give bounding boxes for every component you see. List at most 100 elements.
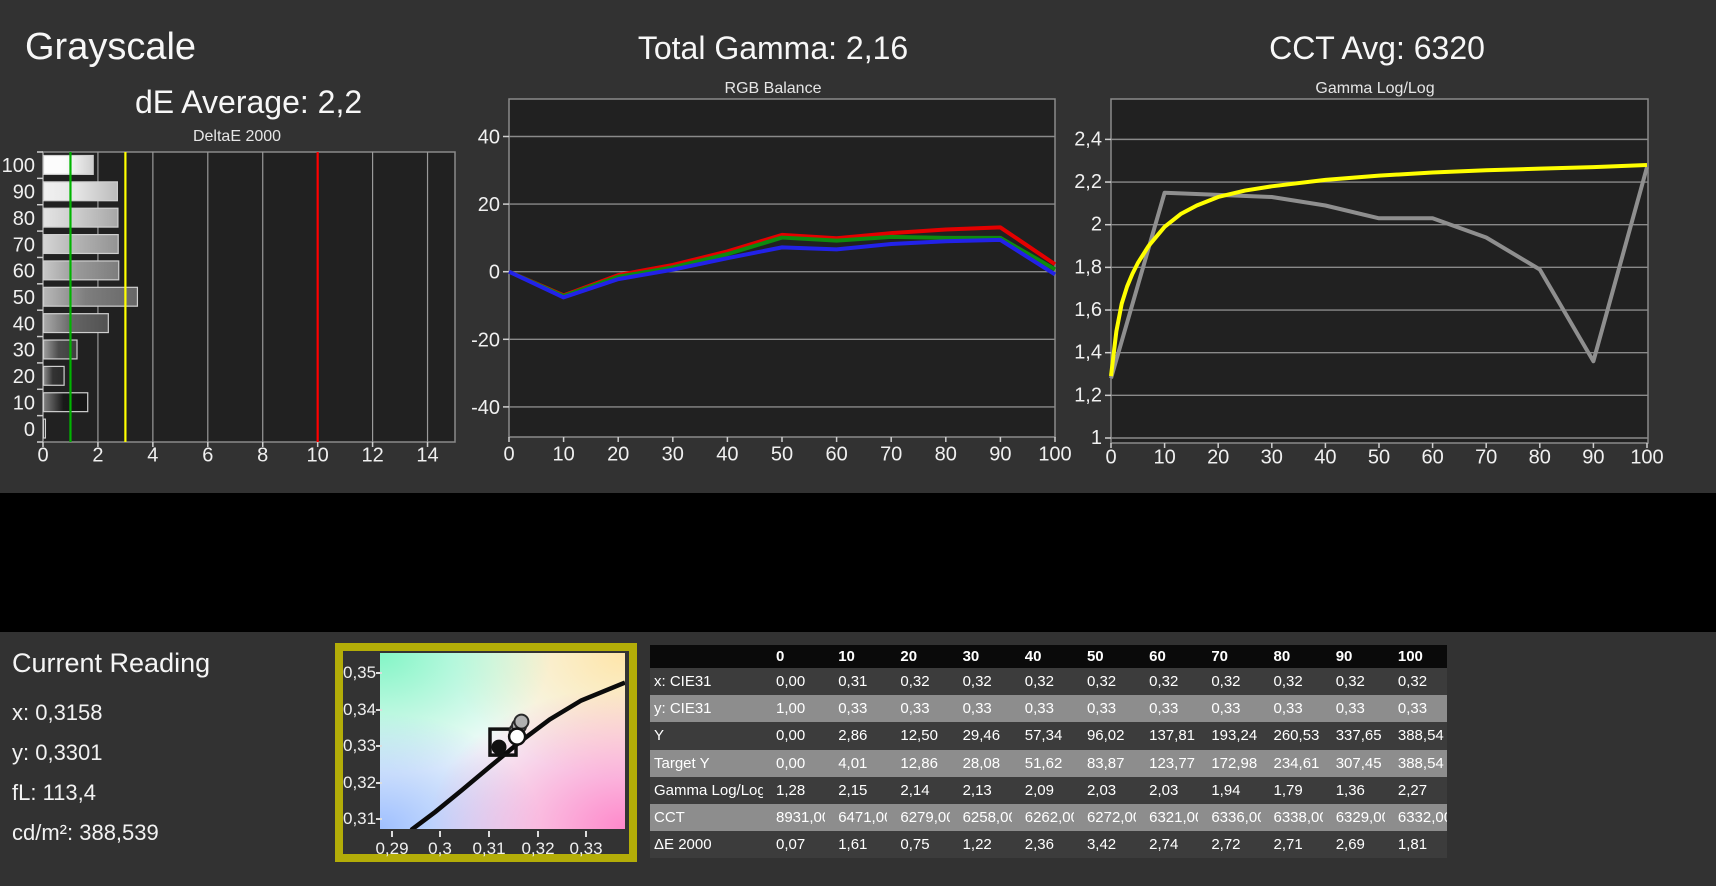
svg-text:90: 90	[989, 444, 1011, 466]
deltae-bar-0	[42, 418, 47, 439]
svg-text:70: 70	[13, 234, 35, 256]
table-cell: 0,33	[900, 700, 930, 718]
table-cell: 1,79	[1273, 781, 1303, 799]
svg-text:30: 30	[1261, 447, 1283, 469]
table-row-cct: CCT 8931,00 6471,00 6279,00 6258,00 6262,00 62…	[650, 803, 1448, 832]
current-reading-x: x: 0,3158	[12, 700, 103, 725]
svg-text:60: 60	[825, 444, 847, 466]
rgb-balance-line-blue	[508, 237, 1057, 300]
table-header-cell: 70	[1211, 648, 1228, 665]
table-cell: 2,72	[1211, 836, 1241, 854]
table-cell: 6279,00	[900, 808, 950, 826]
gamma-line-reference	[1109, 162, 1648, 377]
table-header-cell: 40	[1024, 648, 1042, 665]
table-cell: 6332,00	[1397, 808, 1448, 826]
svg-text:30: 30	[13, 340, 35, 362]
deltae-bar-60	[42, 260, 120, 281]
svg-text:20: 20	[1207, 447, 1229, 469]
table-cell: 2,27	[1397, 781, 1428, 799]
table-cell: 1,00	[776, 700, 806, 718]
table-header-cell	[650, 645, 763, 668]
svg-text:8: 8	[257, 445, 268, 467]
table-header-cell: 50	[1086, 648, 1104, 665]
table-cell: 123,77	[1149, 754, 1196, 772]
svg-text:60: 60	[1421, 447, 1443, 469]
svg-text:90: 90	[13, 182, 35, 204]
table-cell: 0,32	[900, 673, 930, 690]
svg-text:2,4: 2,4	[1074, 128, 1102, 150]
svg-text:10: 10	[1153, 447, 1175, 469]
svg-text:10: 10	[307, 445, 329, 467]
svg-text:50: 50	[1368, 447, 1390, 469]
table-cell: 8931,00	[776, 808, 826, 826]
svg-text:10: 10	[552, 444, 574, 466]
cie-gradient-plot	[380, 653, 625, 829]
current-reading-fl: fL: 113,4	[12, 780, 96, 805]
svg-text:20: 20	[13, 366, 35, 388]
table-cell: 2,15	[838, 781, 868, 799]
table-cell: 6272,00	[1086, 808, 1137, 826]
deltae-bar-70	[42, 233, 119, 255]
table-cell: 2,03	[1086, 781, 1117, 799]
table-row-label: Target Y	[654, 754, 710, 772]
gamma-line-measured	[1109, 166, 1649, 379]
table-cell: 2,13	[962, 781, 992, 799]
table-cell: 12,86	[900, 754, 938, 772]
table-row-label: Gamma Log/Log	[654, 781, 763, 799]
rgb-balance-chart-title: RGB Balance	[724, 80, 822, 97]
table-cell: 0,33	[1086, 700, 1117, 718]
cie-chromaticity-panel[interactable]: 0,35 0,34 0,33 0,32 0,31 0,29 0,3 0,31 0,32 0,33	[335, 643, 637, 862]
table-row-y-cie31: y: CIE31 1,00 0,33 0,33 0,33 0,33 0,33 0,33 0,33…	[650, 695, 1448, 723]
svg-text:40: 40	[478, 127, 500, 149]
cie-x-tick: 0,33	[569, 839, 603, 858]
svg-text:1,2: 1,2	[1074, 384, 1102, 406]
table-cell: 0,32	[962, 673, 992, 690]
svg-text:40: 40	[716, 444, 738, 466]
table-cell: 6338,00	[1273, 808, 1323, 826]
table-cell: 0,33	[1211, 700, 1241, 718]
table-cell: 0,32	[1335, 673, 1365, 690]
table-cell: 1,61	[838, 836, 868, 854]
svg-text:0: 0	[1105, 447, 1116, 469]
table-cell: 0,32	[1211, 673, 1241, 690]
svg-text:1,8: 1,8	[1074, 256, 1102, 278]
cct-avg-value: CCT Avg: 6320	[1269, 30, 1485, 66]
table-cell: 388,54	[1397, 727, 1444, 745]
deltae-bar-30	[42, 339, 78, 360]
svg-text:10: 10	[13, 392, 35, 414]
table-cell: 0,75	[900, 836, 930, 854]
table-cell: 1,28	[776, 781, 806, 799]
svg-text:80: 80	[13, 208, 35, 230]
table-cell: 0,07	[776, 836, 806, 854]
table-header-cell: 0	[776, 648, 785, 665]
gamma-chart-title: Gamma Log/Log	[1315, 80, 1435, 97]
svg-text:2,2: 2,2	[1074, 171, 1102, 193]
cie-y-tick: 0,31	[343, 809, 377, 828]
table-cell: 337,65	[1335, 727, 1382, 745]
table-cell: 0,32	[1397, 673, 1428, 690]
svg-text:0: 0	[503, 444, 514, 466]
table-cell: 0,33	[1024, 700, 1054, 718]
table-row-label: x: CIE31	[654, 673, 712, 690]
table-cell: 6321,00	[1149, 808, 1199, 826]
cie-y-tick: 0,34	[343, 700, 377, 719]
svg-text:60: 60	[13, 261, 35, 283]
table-header-cell: 10	[838, 648, 855, 665]
table-cell: 28,08	[962, 754, 1001, 772]
table-header-cell: 90	[1335, 648, 1353, 665]
cie-x-tick: 0,31	[472, 839, 506, 858]
table-row--e-2000: ΔE 2000 0,07 1,61 0,75 1,22 2,36 3,42 2,74 2,72 2…	[650, 831, 1448, 859]
table-cell: 3,42	[1086, 836, 1117, 854]
table-cell: 260,53	[1273, 727, 1320, 745]
table-cell: 0,33	[838, 700, 868, 718]
deltae-bar-40	[42, 313, 109, 334]
table-cell: 6258,00	[962, 808, 1012, 826]
table-cell: 2,71	[1273, 836, 1303, 854]
table-cell: 4,01	[838, 754, 868, 772]
table-cell: 2,09	[1024, 781, 1054, 799]
table-row-label: y: CIE31	[654, 700, 712, 718]
measurement-table: 0 10 20 30 40 50 60 70 80 90 100 x: CIE31 0,00 0,31 0,…	[650, 645, 1448, 859]
table-cell: 2,36	[1024, 836, 1054, 854]
table-cell: 1,22	[962, 836, 992, 854]
